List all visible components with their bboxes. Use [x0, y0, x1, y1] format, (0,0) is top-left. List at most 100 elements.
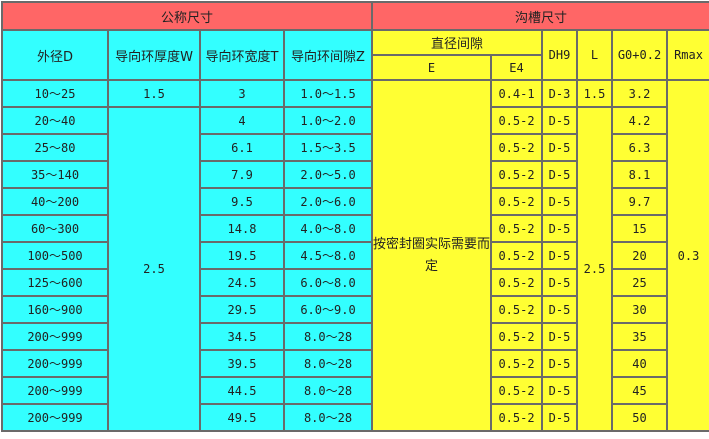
g0-cell: 25	[611, 268, 669, 297]
e-header: E	[371, 54, 493, 81]
width-cell: 19.5	[199, 241, 285, 270]
width-cell: 14.8	[199, 214, 285, 243]
guide-gap-header: 导向环间隙Z	[282, 29, 374, 81]
e4-header: E4	[490, 54, 544, 81]
gap-cell: 1.0～2.0	[282, 106, 374, 135]
width-cell: 24.5	[199, 268, 285, 297]
dh9-cell: D-5	[541, 214, 579, 243]
l-cell: 1.5	[576, 79, 614, 108]
dh9-cell: D-5	[541, 295, 579, 324]
table-row: 60～300 14.8 4.0～8.0 0.5-2 D-5 15	[1, 214, 709, 243]
od-cell: 125～600	[1, 268, 109, 297]
g0-cell: 35	[611, 322, 669, 351]
table-row: 25～80 6.1 1.5～3.5 0.5-2 D-5 6.3	[1, 133, 709, 162]
od-cell: 40～200	[1, 187, 109, 216]
e4-cell: 0.5-2	[490, 241, 544, 270]
width-cell: 6.1	[199, 133, 285, 162]
dh9-cell: D-5	[541, 376, 579, 405]
od-cell: 200～999	[1, 376, 109, 405]
table-row: 20～40 2.5 4 1.0～2.0 0.5-2 D-5 2.5 4.2	[1, 106, 709, 432]
table-row: 160～900 29.5 6.0～9.0 0.5-2 D-5 30	[1, 295, 709, 324]
e4-cell: 0.5-2	[490, 214, 544, 243]
g0-cell: 40	[611, 349, 669, 378]
gap-cell: 8.0～28	[282, 403, 374, 432]
od-cell: 200～999	[1, 349, 109, 378]
od-cell: 100～500	[1, 241, 109, 270]
e4-cell: 0.5-2	[490, 376, 544, 405]
e4-cell: 0.5-2	[490, 349, 544, 378]
e-note-cell: 按密封圈实际需要而定	[371, 79, 493, 432]
gap-cell: 6.0～8.0	[282, 268, 374, 297]
width-cell: 3	[199, 79, 285, 108]
dh9-cell: D-5	[541, 241, 579, 270]
g0-cell: 3.2	[611, 79, 669, 108]
g0-cell: 45	[611, 376, 669, 405]
thickness-cell: 2.5	[107, 106, 201, 432]
gap-cell: 1.0～1.5	[282, 79, 374, 108]
guide-thickness-header: 导向环厚度W	[107, 29, 201, 81]
g0-cell: 9.7	[611, 187, 669, 216]
table-row: 200～999 34.5 8.0～28 0.5-2 D-5 35	[1, 322, 709, 351]
gap-cell: 8.0～28	[282, 322, 374, 351]
dh9-cell: D-5	[541, 349, 579, 378]
od-cell: 35～140	[1, 160, 109, 189]
od-header: 外径D	[1, 29, 109, 81]
gap-cell: 1.5～3.5	[282, 133, 374, 162]
g0-cell: 30	[611, 295, 669, 324]
dh9-cell: D-3	[541, 79, 579, 108]
diameter-gap-header: 直径间隙	[371, 29, 544, 56]
g0-cell: 20	[611, 241, 669, 270]
od-cell: 25～80	[1, 133, 109, 162]
table-row: 200～999 44.5 8.0～28 0.5-2 D-5 45	[1, 376, 709, 405]
gap-cell: 6.0～9.0	[282, 295, 374, 324]
od-cell: 200～999	[1, 322, 109, 351]
dh9-cell: D-5	[541, 187, 579, 216]
e4-cell: 0.5-2	[490, 268, 544, 297]
width-cell: 34.5	[199, 322, 285, 351]
width-cell: 4	[199, 106, 285, 135]
od-cell: 20～40	[1, 106, 109, 135]
guide-width-header: 导向环宽度T	[199, 29, 285, 81]
groove-size-header: 沟槽尺寸	[371, 1, 709, 31]
od-cell: 160～900	[1, 295, 109, 324]
g0-header: G0+0.2	[611, 29, 669, 81]
dh9-cell: D-5	[541, 160, 579, 189]
dh9-cell: D-5	[541, 133, 579, 162]
table-row: 10～25 1.5 3 1.0～1.5 按密封圈实际需要而定 0.4-1 D-3 1.5 3.2…	[1, 79, 709, 432]
g0-cell: 4.2	[611, 106, 669, 135]
od-cell: 60～300	[1, 214, 109, 243]
g0-cell: 50	[611, 403, 669, 432]
dh9-header: DH9	[541, 29, 579, 81]
table-row: 125～600 24.5 6.0～8.0 0.5-2 D-5 25	[1, 268, 709, 297]
table-row: 200～999 39.5 8.0～28 0.5-2 D-5 40	[1, 349, 709, 378]
dh9-cell: D-5	[541, 322, 579, 351]
gap-cell: 4.0～8.0	[282, 214, 374, 243]
l-cell: 2.5	[576, 106, 614, 432]
gap-cell: 8.0～28	[282, 349, 374, 378]
width-cell: 29.5	[199, 295, 285, 324]
g0-cell: 15	[611, 214, 669, 243]
gap-cell: 4.5～8.0	[282, 241, 374, 270]
rmax-cell: 0.3	[666, 79, 709, 432]
width-cell: 44.5	[199, 376, 285, 405]
width-cell: 39.5	[199, 349, 285, 378]
width-cell: 9.5	[199, 187, 285, 216]
gap-cell: 2.0～6.0	[282, 187, 374, 216]
rmax-header: Rmax	[666, 29, 709, 81]
gap-cell: 2.0～5.0	[282, 160, 374, 189]
table-row: 100～500 19.5 4.5～8.0 0.5-2 D-5 20	[1, 241, 709, 270]
g0-cell: 6.3	[611, 133, 669, 162]
table-row: 200～999 49.5 8.0～28 0.5-2 D-5 50	[1, 403, 709, 432]
e4-cell: 0.5-2	[490, 322, 544, 351]
width-cell: 49.5	[199, 403, 285, 432]
dh9-cell: D-5	[541, 268, 579, 297]
width-cell: 7.9	[199, 160, 285, 189]
e4-cell: 0.5-2	[490, 187, 544, 216]
od-cell: 200～999	[1, 403, 109, 432]
g0-cell: 8.1	[611, 160, 669, 189]
gap-cell: 8.0～28	[282, 376, 374, 405]
nominal-size-header: 公称尺寸	[0, 1, 374, 31]
table-row: 35～140 7.9 2.0～5.0 0.5-2 D-5 8.1	[1, 160, 709, 189]
e4-cell: 0.5-2	[490, 403, 544, 432]
